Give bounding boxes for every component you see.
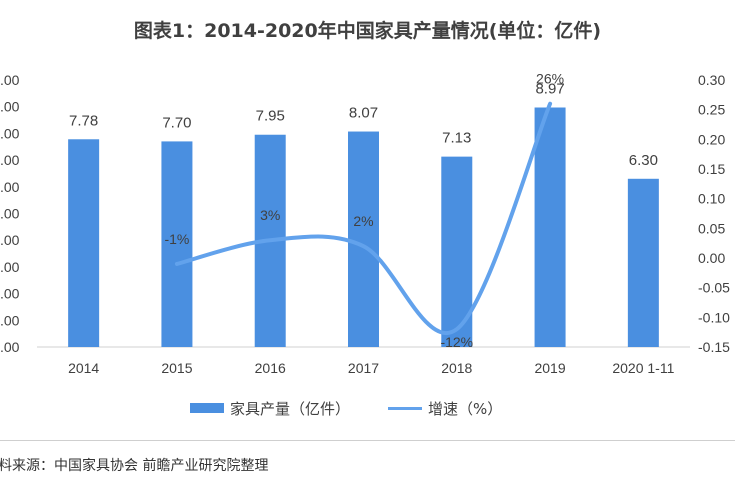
legend: 家具产量（亿件） 增速（%）	[190, 396, 502, 420]
bar	[161, 141, 193, 347]
x-tick-label: 2016	[255, 360, 286, 376]
divider	[0, 440, 735, 441]
right-tick-label: -0.15	[698, 339, 730, 355]
right-tick-label: 0.10	[698, 191, 725, 207]
bar-value-label: 7.95	[256, 108, 285, 125]
left-tick-label: .00	[0, 339, 20, 355]
x-tick-label: 2019	[534, 360, 565, 376]
left-tick-label: .00	[0, 206, 20, 222]
left-tick-label: .00	[0, 179, 20, 195]
bar-labels: 7.78 7.70 7.95 8.07 7.13 8.97 6.30	[69, 81, 658, 169]
growth-value-label: 2%	[353, 213, 373, 229]
growth-line	[174, 101, 553, 335]
right-tick-label: 0.20	[698, 131, 725, 147]
right-tick-label: 0.15	[698, 161, 725, 177]
left-tick-label: .00	[0, 232, 20, 248]
growth-value-label: 3%	[260, 207, 280, 223]
x-tick-label: 2015	[161, 360, 192, 376]
growth-value-label: -12%	[440, 334, 473, 350]
bar-value-label: 7.13	[442, 130, 471, 147]
bar-value-label: 8.97	[535, 81, 564, 98]
growth-line-series	[174, 101, 553, 335]
left-axis: .00 .00 .00 .00 .00 .00 .00 .00 .00 .00 .00	[0, 72, 20, 355]
right-tick-label: 0.25	[698, 102, 725, 118]
bar	[534, 107, 566, 347]
left-tick-label: .00	[0, 125, 20, 141]
legend-line-label: 增速（%）	[428, 399, 503, 418]
bar-value-label: 6.30	[629, 152, 658, 169]
bar-value-label: 7.70	[162, 114, 191, 131]
x-tick-label: 2014	[68, 360, 99, 376]
right-axis: 0.30 0.25 0.20 0.15 0.10 0.05 0.00 -0.05 -0.10 -0…	[698, 72, 730, 355]
right-tick-label: -0.05	[698, 280, 730, 296]
x-tick-label: 2018	[441, 360, 472, 376]
bar	[627, 178, 659, 347]
chart-plot: .00.00.00.00.00.00.00.00.00.00.00 0.300.…	[0, 71, 730, 376]
legend-bar-label: 家具产量（亿件）	[230, 399, 351, 418]
x-axis-labels: 2014 2015 2016 2017 2018 2019 2020 1-11	[68, 360, 675, 376]
legend-bar-swatch	[190, 403, 224, 413]
bar	[68, 139, 100, 347]
x-tick-label: 2020 1-11	[612, 360, 674, 376]
right-tick-label: 0.00	[698, 250, 725, 266]
bar-value-label: 8.07	[349, 105, 378, 122]
left-tick-label: .00	[0, 99, 20, 115]
legend-line-swatch	[388, 406, 423, 410]
right-tick-label: -0.10	[698, 309, 730, 325]
bar	[348, 131, 379, 347]
source-note: 料来源：中国家具协会 前瞻产业研究院整理	[0, 458, 269, 474]
right-tick-label: 0.30	[698, 72, 725, 88]
left-tick-label: .00	[0, 152, 20, 168]
left-tick-label: .00	[0, 259, 20, 275]
right-tick-label: 0.05	[698, 220, 725, 236]
growth-value-label: -1%	[164, 231, 189, 247]
chart-title: 图表1：2014-2020年中国家具产量情况(单位：亿件)	[133, 20, 602, 42]
bar-value-label: 7.78	[69, 112, 98, 129]
growth-labels: -1% 3% 2% -12% 26%	[164, 71, 564, 350]
left-tick-label: .00	[0, 72, 20, 88]
x-tick-label: 2017	[348, 360, 379, 376]
left-tick-label: .00	[0, 312, 20, 328]
growth-value-label: 26%	[536, 71, 564, 87]
left-tick-label: .00	[0, 286, 20, 302]
